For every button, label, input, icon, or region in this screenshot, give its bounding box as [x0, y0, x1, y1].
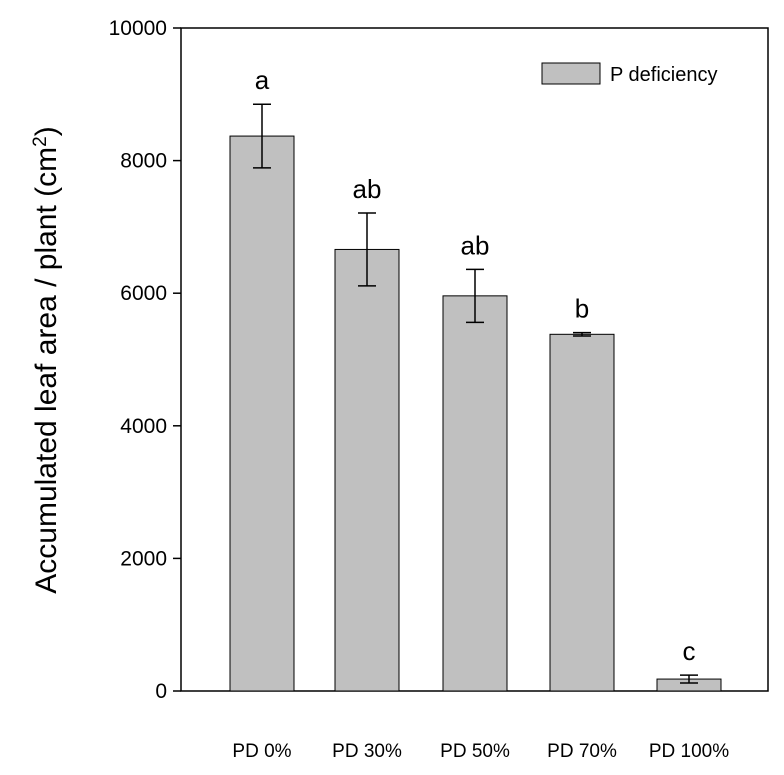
bar: [549, 333, 615, 692]
legend-swatch: [541, 62, 601, 85]
y-tick-label: 2000: [120, 547, 167, 570]
x-category-label: PD 0%: [232, 741, 291, 762]
significance-labels: a ab ab b c: [255, 65, 696, 666]
y-tick-label: 8000: [120, 150, 167, 173]
y-axis-label-close: ): [30, 126, 63, 136]
x-category-label: PD 100%: [649, 741, 729, 762]
significance-letter: c: [683, 636, 696, 666]
y-axis-label-main: Accumulated leaf area / plant (cm: [30, 147, 63, 594]
y-axis-label-superscript: 2: [30, 136, 51, 147]
bar: [229, 135, 295, 692]
y-tick-label: 0: [155, 680, 167, 703]
y-axis-label: Accumulated leaf area / plant (cm2): [30, 126, 64, 593]
x-category-label: PD 70%: [547, 741, 617, 762]
x-axis-category-labels: PD 0% PD 30% PD 50% PD 70% PD 100%: [232, 741, 729, 762]
legend: P deficiency: [541, 62, 717, 86]
y-tick-label: 10000: [109, 17, 167, 40]
bar: [442, 295, 508, 692]
bar: [334, 248, 400, 692]
significance-letter: b: [575, 294, 589, 324]
significance-letter: ab: [353, 174, 382, 204]
x-category-label: PD 30%: [332, 741, 402, 762]
significance-letter: ab: [461, 230, 490, 260]
y-tick-label: 4000: [120, 415, 167, 438]
y-axis-ticks: 0 2000 4000 6000 8000 10000: [109, 17, 181, 703]
significance-letter: a: [255, 65, 270, 95]
y-tick-label: 6000: [120, 282, 167, 305]
bars: [229, 135, 722, 692]
legend-label: P deficiency: [610, 64, 717, 86]
x-category-label: PD 50%: [440, 741, 510, 762]
error-bars: [253, 103, 698, 684]
